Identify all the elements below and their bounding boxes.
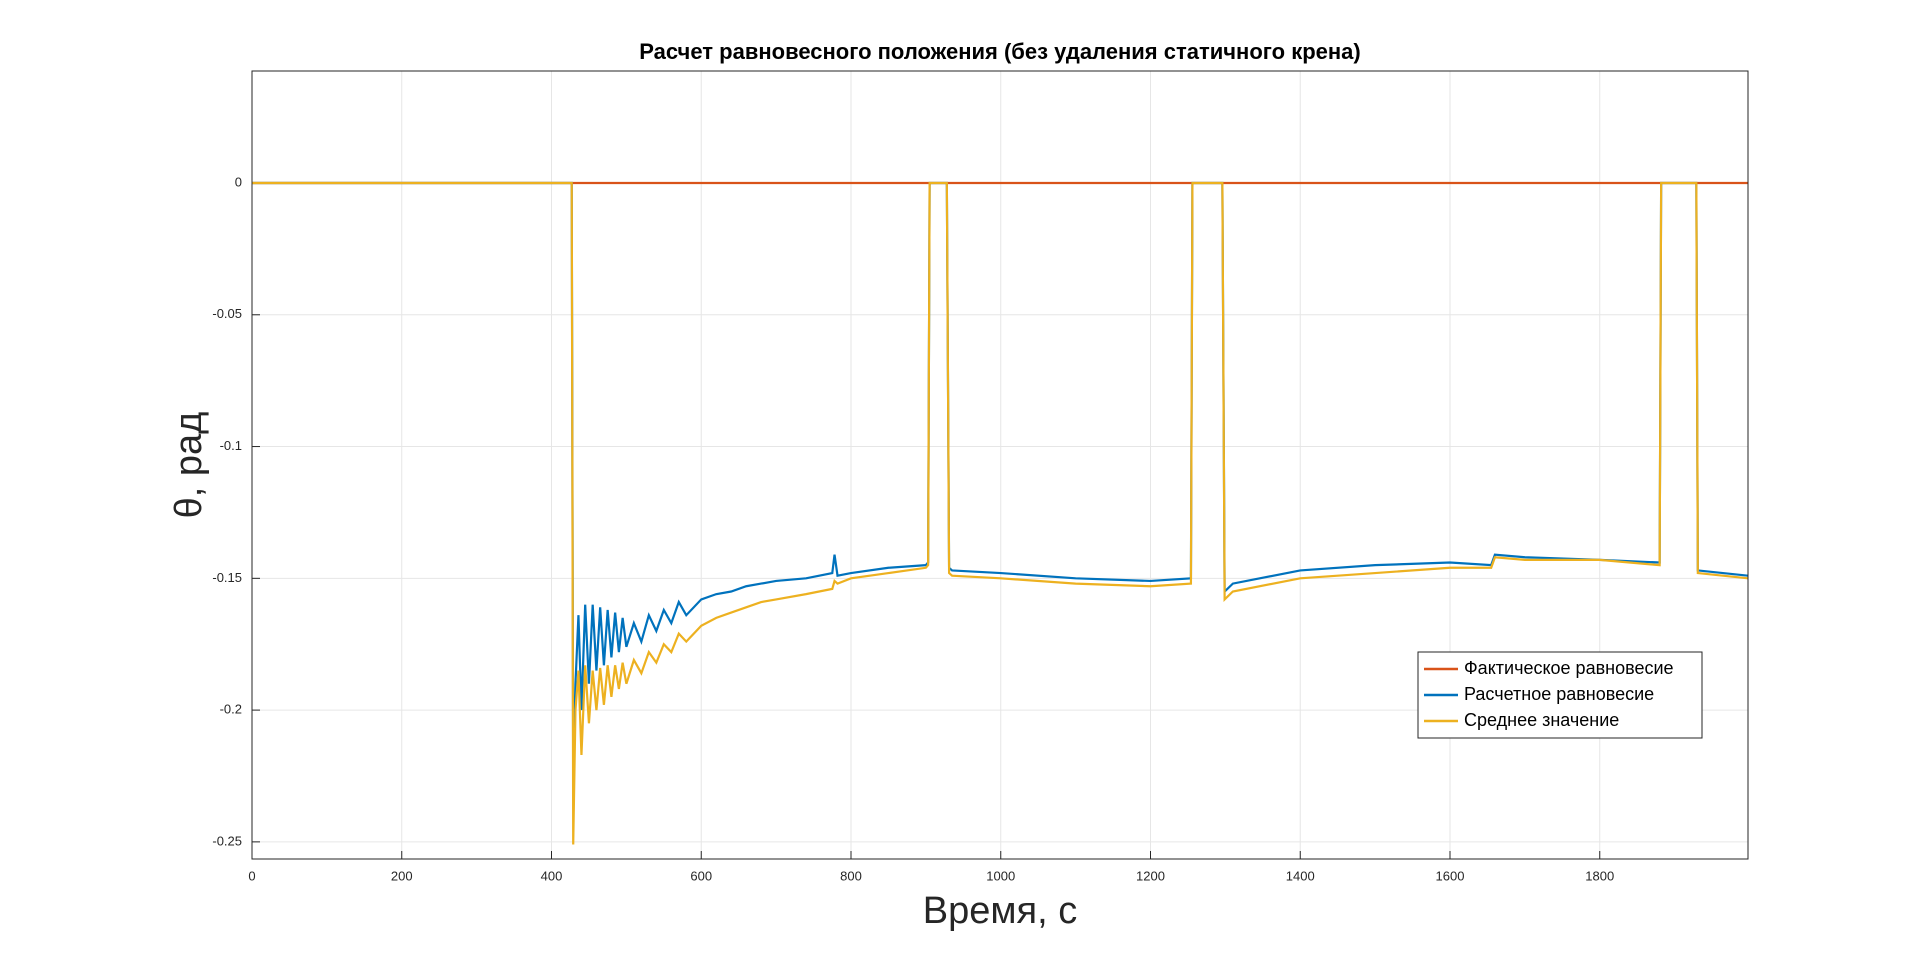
legend-box bbox=[1417, 651, 1703, 739]
plot-area bbox=[252, 71, 1748, 859]
y-tick-label: -0.15 bbox=[212, 570, 242, 585]
x-tick-label: 600 bbox=[690, 868, 712, 883]
legend-label: Расчетное равновесие bbox=[1464, 684, 1654, 704]
series-line bbox=[252, 181, 1749, 787]
y-tick-label: -0.25 bbox=[212, 833, 242, 848]
legend-label: Среднее значение bbox=[1464, 710, 1619, 730]
x-tick-label: 1600 bbox=[1436, 868, 1465, 883]
x-tick-label: 0 bbox=[248, 868, 255, 883]
legend: Фактическое равновесие Расчетное равновес… bbox=[1417, 651, 1703, 739]
chart-title: Расчет равновесного положения (без удале… bbox=[639, 39, 1360, 64]
y-axis-label: θ, рад bbox=[168, 412, 210, 519]
x-tick-label: 800 bbox=[840, 868, 862, 883]
y-tick-label: -0.05 bbox=[212, 306, 242, 321]
y-tick-label: -0.2 bbox=[220, 702, 242, 717]
x-tick-label: 400 bbox=[541, 868, 563, 883]
series-line bbox=[252, 181, 1749, 845]
x-tick-label: 1400 bbox=[1286, 868, 1315, 883]
axes-box bbox=[251, 70, 1749, 860]
y-tick-label: 0 bbox=[235, 174, 242, 189]
y-tick-label: -0.1 bbox=[220, 438, 242, 453]
x-axis-label: Время, с bbox=[923, 890, 1077, 932]
x-tick-label: 200 bbox=[391, 868, 413, 883]
x-tick-label: 1000 bbox=[986, 868, 1015, 883]
legend-label: Фактическое равновесие bbox=[1464, 658, 1674, 678]
x-tick-label: 1200 bbox=[1136, 868, 1165, 883]
x-tick-label: 1800 bbox=[1585, 868, 1614, 883]
